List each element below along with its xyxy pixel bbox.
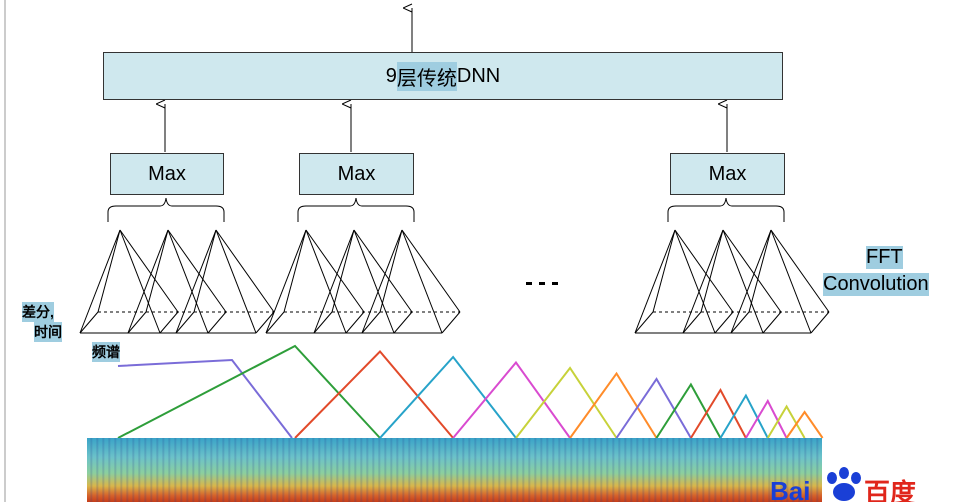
dnn-prefix: 9 [385, 64, 397, 87]
pyramid-edge [700, 229, 724, 313]
pyramid-edge [682, 311, 702, 334]
mel-filter [785, 410, 824, 439]
mel-filter [766, 404, 806, 439]
pyramid-edge [255, 311, 275, 334]
pyramid-edge [145, 229, 169, 313]
pyramid-edge [401, 229, 443, 334]
freq-label: 频谱 [92, 342, 120, 362]
mel-filter [719, 393, 769, 439]
pyramid-edge [652, 229, 676, 313]
pyramid-edge [674, 229, 716, 334]
mel-filter [452, 360, 571, 439]
brace-2 [297, 197, 415, 222]
pyramid-edge [283, 229, 307, 313]
pyramid-edge [770, 229, 812, 334]
ellipsis-dot [526, 282, 532, 285]
mel-filter [379, 355, 517, 439]
pyramid-edge [345, 311, 365, 334]
pyramid-edge [379, 229, 403, 313]
mel-filter [745, 398, 788, 439]
mel-filter [294, 350, 454, 439]
pyramid-edge [634, 229, 676, 334]
pyramid-edge [353, 229, 413, 313]
pyramid-edge [674, 229, 734, 313]
mel-filter [655, 382, 722, 439]
pyramid-edge [193, 229, 217, 313]
pyramid-edge [393, 311, 413, 334]
pyramid-edge [634, 311, 654, 334]
pyramid-edge [748, 229, 772, 313]
pyramid-edge [313, 311, 333, 334]
pyramid-edge [175, 311, 195, 334]
pyramid-edge [722, 229, 764, 334]
pyramid-edge [79, 311, 99, 334]
dnn-highlight: 层传统 [396, 61, 457, 91]
pyramid-edge [167, 229, 227, 313]
brace-1 [107, 197, 225, 222]
max-box-2: Max [299, 153, 414, 195]
logo-text: 百度 [864, 478, 916, 502]
pyramid-edge [305, 229, 347, 334]
svg-text:Bai: Bai [770, 476, 810, 502]
pyramid-edge [361, 311, 381, 334]
pyramid-edge [722, 229, 782, 313]
pyramid-edge [265, 229, 307, 334]
pyramid-edge [730, 229, 772, 334]
baidu-logo: Bai 百度 [770, 467, 916, 502]
mel-filter-bank [117, 344, 824, 439]
side-label-line2: 时间 [34, 322, 62, 342]
pyramid-edge [810, 311, 830, 334]
ellipsis-dot [539, 282, 545, 285]
pyramid-edge [770, 229, 830, 313]
pyramid-edge [119, 229, 179, 313]
ellipsis-dot [552, 282, 558, 285]
pyramid-edge [127, 229, 169, 334]
pyramid-edge [305, 229, 365, 313]
pyramid-edge [215, 229, 257, 334]
mel-filter [690, 387, 747, 439]
dnn-box: 9 层传统 DNN [103, 52, 783, 100]
pyramid-edge [730, 311, 750, 334]
mel-filter [117, 358, 293, 439]
mel-filter [117, 344, 381, 439]
pyramid-edge [714, 311, 734, 334]
pyramid-edge [353, 229, 395, 334]
pyramid-edge [119, 229, 161, 334]
max-label: Max [148, 162, 186, 185]
pyramid-edge [313, 229, 355, 334]
pyramid-edge [361, 229, 403, 334]
brace-3 [667, 197, 785, 222]
mel-filter [615, 377, 692, 439]
convolution-label: Convolution [823, 273, 929, 296]
max-box-1: Max [110, 153, 224, 195]
pyramid-edge [159, 311, 179, 334]
pyramid-edge [682, 229, 724, 334]
max-label: Max [337, 162, 376, 185]
spectrogram-image [87, 438, 822, 502]
pyramid-edge [127, 311, 147, 334]
mel-filter [569, 371, 658, 439]
convolution-pyramids [79, 229, 830, 334]
dnn-suffix: DNN [456, 64, 501, 87]
pyramid-edge [97, 229, 121, 313]
mel-filter [515, 366, 618, 439]
max-label: Max [708, 162, 747, 185]
pyramid-edge [265, 311, 285, 334]
pyramid-edge [762, 311, 782, 334]
pyramid-edge [331, 229, 355, 313]
pyramid-edge [215, 229, 275, 313]
pyramid-edge [401, 229, 461, 313]
pyramid-edge [167, 229, 209, 334]
pyramid-edge [79, 229, 121, 334]
max-box-3: Max [670, 153, 785, 195]
pyramid-edge [441, 311, 461, 334]
pyramid-edge [207, 311, 227, 334]
fft-label: FFT [866, 246, 903, 269]
side-label-line1: 差分, [22, 302, 54, 322]
pyramid-edge [175, 229, 217, 334]
